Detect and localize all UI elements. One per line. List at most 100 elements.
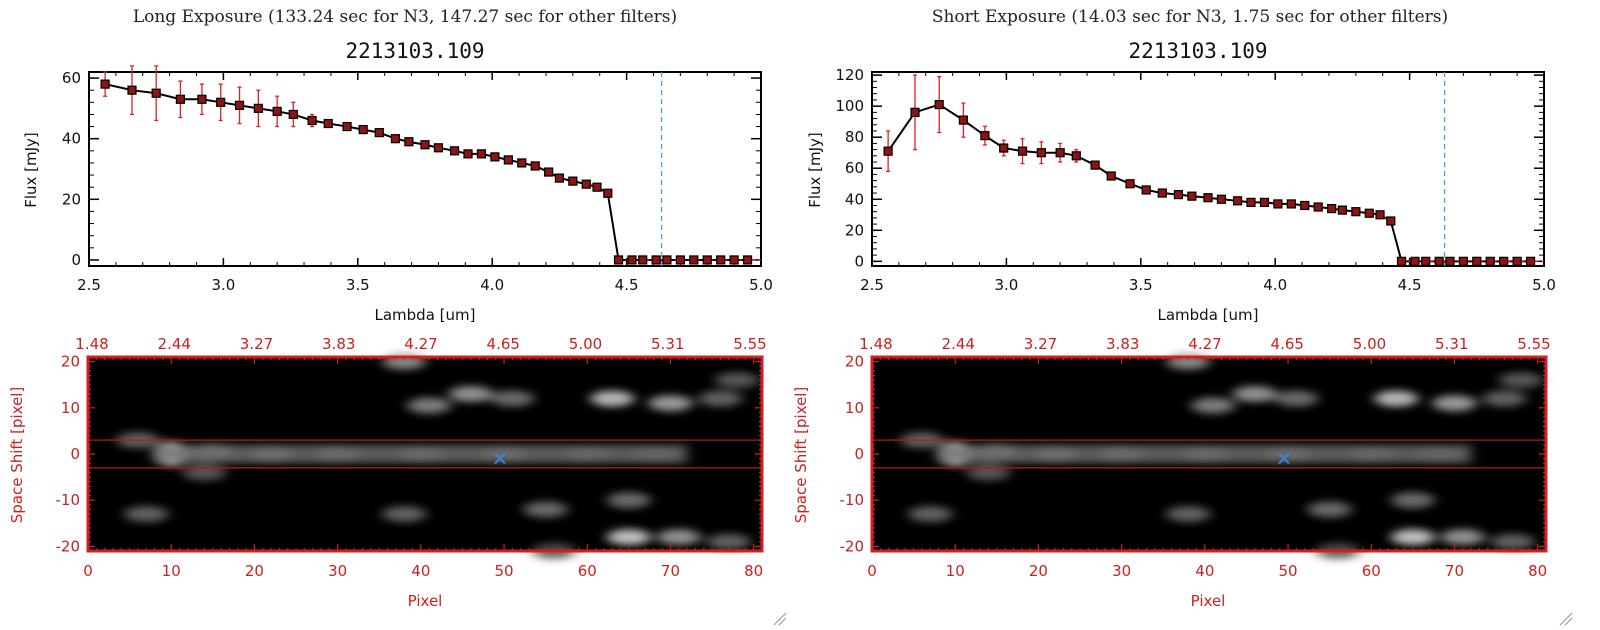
error-bars — [103, 65, 610, 197]
emission-blob — [698, 390, 743, 407]
source-marker — [1278, 452, 1290, 465]
image-y-axis-title: Space Shift [pixel] — [792, 387, 810, 524]
flux-marker — [253, 103, 263, 113]
emission-blob — [523, 501, 568, 518]
resize-grip-icon[interactable] — [1559, 612, 1573, 626]
flux-marker — [433, 143, 444, 153]
marker-cross — [494, 452, 506, 465]
flux-marker — [1512, 256, 1522, 266]
flux-marker — [716, 255, 726, 265]
extraction-band — [88, 439, 762, 469]
flux-marker — [1071, 151, 1081, 161]
wavelength-tick-label: 2.44 — [942, 335, 975, 353]
emission-blob — [1374, 390, 1419, 407]
panel-title: Long Exposure (133.24 sec for N3, 147.27… — [133, 7, 677, 27]
flux-marker — [1157, 188, 1167, 198]
spectral-image-short: 1.48 2.44 3.27 3.83 4.27 4.65 5.00 5.31 5.55 0 10… — [792, 335, 1551, 610]
image-ticks — [87, 356, 763, 552]
flux-marker — [1141, 185, 1151, 195]
flux-marker — [307, 115, 317, 126]
flux-line — [887, 103, 1544, 263]
source-marker — [494, 452, 506, 465]
panel-short-exposure: Short Exposure (14.03 sec for N3, 1.75 s… — [792, 7, 1573, 626]
shift-tick-label: 20 — [61, 353, 80, 371]
pixel-tick-label: 40 — [1195, 562, 1214, 580]
flux-marker — [151, 88, 161, 98]
emission-blob — [490, 390, 535, 407]
x-tick-label: 4.0 — [1263, 276, 1287, 294]
image-y-axis-title: Space Shift [pixel] — [8, 387, 26, 524]
wavelength-tick-label: 3.83 — [1106, 335, 1139, 353]
emission-blob — [1390, 492, 1435, 509]
flux-marker — [980, 131, 990, 141]
emission-blob — [966, 464, 1011, 481]
x-axis-title: Lambda [um] — [375, 306, 476, 324]
flux-marker — [517, 158, 527, 168]
flux-marker — [958, 115, 968, 125]
flux-marker — [544, 167, 554, 177]
flux-marker — [1434, 256, 1444, 266]
flux-marker — [1017, 146, 1028, 156]
shift-tick-label: 0 — [854, 445, 864, 463]
emission-blob — [407, 397, 452, 414]
wavelength-tick-label: 5.00 — [569, 335, 602, 353]
flux-marker — [689, 255, 699, 265]
flux-marker — [342, 121, 352, 132]
flux-marker — [420, 140, 430, 150]
extraction-band — [872, 439, 1546, 469]
pixel-tick-label: 0 — [83, 562, 93, 580]
flux-marker — [1055, 148, 1065, 158]
emission-blob — [382, 506, 427, 523]
x-tick-label: 4.5 — [615, 276, 639, 294]
flux-marker — [1351, 207, 1361, 217]
x-tick-label: 2.5 — [77, 276, 101, 294]
emission-blob — [606, 529, 651, 546]
spectrum-ticks — [871, 72, 1545, 266]
x-tick-label: 2.5 — [860, 276, 884, 294]
marker-cross — [1278, 452, 1290, 465]
pixel-tick-label: 70 — [661, 562, 680, 580]
y-tick-label: 60 — [62, 69, 81, 87]
wavelength-tick-label: 5.31 — [1435, 335, 1468, 353]
emission-blob — [1191, 397, 1236, 414]
bottom-pixel-labels: 0 10 20 30 40 50 60 70 80 — [867, 562, 1547, 580]
flux-marker — [1364, 208, 1374, 218]
flux-marker — [449, 146, 460, 156]
flux-marker — [1327, 203, 1337, 214]
flux-marker — [404, 137, 414, 147]
flux-marker — [1273, 199, 1283, 209]
emission-blob — [1499, 372, 1544, 389]
wavelength-tick-label: 5.55 — [733, 335, 766, 353]
flux-marker — [742, 255, 753, 265]
y-tick-labels: 0 20 40 60 80 100 120 — [835, 66, 864, 270]
flux-marker — [476, 149, 487, 159]
flux-marker — [272, 106, 282, 117]
wavelength-tick-label: 5.55 — [1517, 335, 1550, 353]
x-tick-label: 5.0 — [1532, 276, 1556, 294]
flux-marker — [1499, 256, 1509, 266]
emission-blob — [1166, 506, 1211, 523]
flux-marker — [1337, 205, 1348, 215]
pixel-tick-label: 40 — [411, 562, 430, 580]
spectrum-plot-long: 2.5 3.0 3.5 4.0 4.5 5.0 0 20 40 60 Lambda [um] F… — [22, 65, 773, 324]
wavelength-tick-label: 4.65 — [1271, 335, 1304, 353]
shift-tick-label: 20 — [845, 353, 864, 371]
shift-tick-label: 10 — [61, 399, 80, 417]
left-shift-labels: 20 10 0 -10 -20 — [56, 353, 81, 556]
flux-marker — [1125, 179, 1135, 189]
wavelength-tick-label: 1.48 — [859, 335, 892, 353]
flux-marker — [175, 94, 185, 104]
wavelength-tick-label: 3.27 — [240, 335, 273, 353]
resize-grip-icon[interactable] — [773, 612, 787, 626]
flux-marker — [702, 255, 712, 265]
flux-marker — [1421, 256, 1431, 266]
flux-marker — [1410, 256, 1420, 266]
wavelength-tick-label: 3.83 — [322, 335, 355, 353]
pixel-tick-label: 70 — [1445, 562, 1464, 580]
flux-marker — [1036, 148, 1046, 158]
spectrum-plot-frame — [871, 71, 1545, 267]
spectrum-plot-short: 2.5 3.0 3.5 4.0 4.5 5.0 0 20 40 60 80 100 120 Lambd… — [806, 66, 1556, 324]
shift-tick-label: -10 — [56, 491, 81, 509]
pixel-tick-label: 30 — [328, 562, 347, 580]
spectral-trace — [938, 444, 1472, 464]
